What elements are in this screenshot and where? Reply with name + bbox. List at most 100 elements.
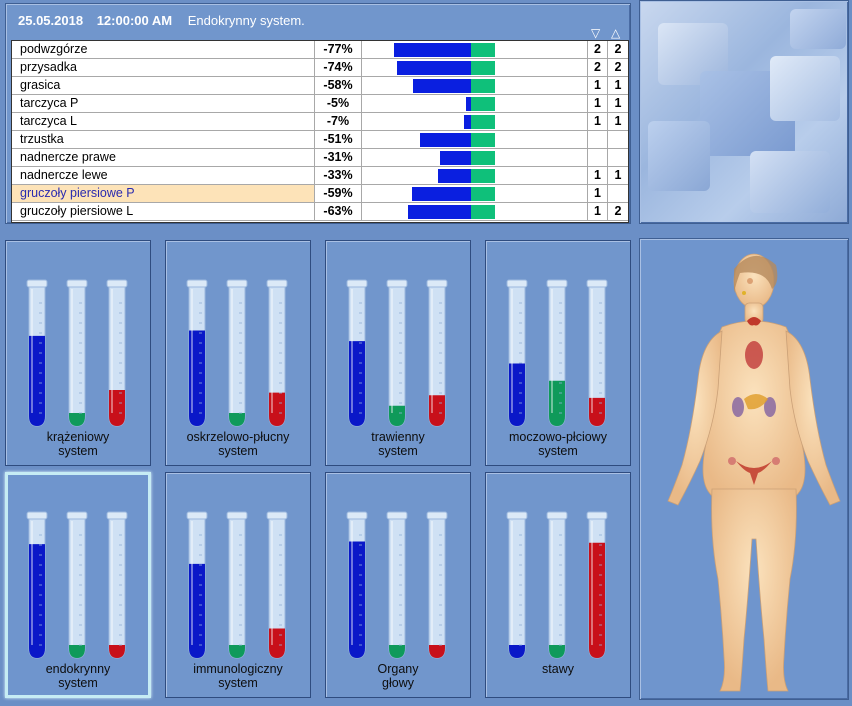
organ-bar [362, 131, 588, 148]
body-figure-panel [639, 238, 849, 700]
system-title: Endokrynny system. [187, 13, 305, 28]
system-panel[interactable]: stawy [485, 472, 631, 698]
blue-fluid [509, 363, 525, 426]
red-fluid [429, 645, 445, 658]
blue-test-tube [26, 279, 48, 427]
green-fluid [389, 645, 405, 658]
system-label-line2: system [378, 444, 418, 458]
red-test-tube [266, 279, 288, 427]
organ-percent: -63% [315, 203, 362, 220]
system-label-line1: immunologiczny [193, 662, 283, 676]
positive-bar [471, 169, 495, 183]
system-label: endokrynny system [8, 662, 148, 690]
negative-bar [466, 97, 471, 111]
organ-percent: -77% [315, 41, 362, 58]
system-panel[interactable]: trawienny system [325, 240, 471, 466]
system-label-line1: endokrynny [45, 662, 111, 676]
green-test-tube [66, 279, 88, 427]
organ-name: tarczyca P [12, 95, 315, 112]
system-label-line2: system [218, 676, 258, 690]
increase-count: 1 [614, 78, 622, 92]
increase-count: 2 [614, 204, 622, 218]
organ-row[interactable]: tarczyca L -7% 1 1 [12, 113, 628, 131]
positive-bar [471, 133, 495, 147]
red-fluid [269, 628, 285, 658]
decrease-column-header[interactable]: ▽ [591, 26, 601, 40]
organ-table: podwzgórze -77% 2 2 przysadka -74% 2 2 grasica -5… [11, 40, 629, 223]
green-fluid [229, 413, 245, 426]
blue-fluid [349, 541, 365, 658]
red-test-tube [426, 511, 448, 659]
system-label-line1: Organy [377, 662, 419, 676]
increase-count: 1 [614, 168, 622, 182]
green-test-tube [546, 279, 568, 427]
organ-row[interactable]: trzustka -51% [12, 131, 628, 149]
organ-row[interactable]: gruczoły piersiowe L -63% 1 2 [12, 203, 628, 221]
increase-count [608, 131, 628, 148]
positive-bar [471, 187, 495, 201]
organ-name: tarczyca L [12, 113, 315, 130]
female-body-anatomy-icon[interactable] [640, 239, 850, 701]
system-label-line1: stawy [542, 662, 574, 676]
system-panel[interactable]: moczowo-płciowy system [485, 240, 631, 466]
green-test-tube [226, 279, 248, 427]
blue-test-tube [186, 511, 208, 659]
organ-row[interactable]: przysadka -74% 2 2 [12, 59, 628, 77]
organ-row[interactable]: podwzgórze -77% 2 2 [12, 41, 628, 59]
increase-count [608, 149, 628, 166]
green-test-tube [546, 511, 568, 659]
system-label: oskrzelowo-płucny system [166, 430, 310, 458]
organ-bar [362, 113, 588, 130]
decrease-count: 2 [588, 41, 608, 58]
green-test-tube [226, 511, 248, 659]
system-label: Organy głowy [326, 662, 470, 690]
organ-row[interactable]: nadnercze prawe -31% [12, 149, 628, 167]
positive-bar [471, 151, 495, 165]
negative-bar [420, 133, 471, 147]
red-test-tube [426, 279, 448, 427]
increase-count [608, 185, 628, 202]
increase-count: 1 [614, 96, 622, 110]
positive-bar [471, 97, 495, 111]
positive-bar [471, 205, 495, 219]
blue-test-tube [506, 511, 528, 659]
positive-bar [471, 79, 495, 93]
red-fluid [269, 392, 285, 426]
organ-row[interactable]: nadnercze lewe -33% 1 1 [12, 167, 628, 185]
organ-bar [362, 203, 588, 220]
organ-name: gruczoły piersiowe L [12, 203, 315, 220]
blue-fluid [29, 335, 45, 426]
decrease-count [588, 149, 608, 166]
positive-bar [471, 43, 495, 57]
system-panel[interactable]: immunologiczny system [165, 472, 311, 698]
red-fluid [589, 542, 605, 658]
organ-percent: -59% [315, 185, 362, 202]
organ-bar [362, 167, 588, 184]
organ-bar [362, 95, 588, 112]
green-fluid [69, 645, 85, 658]
red-fluid [109, 645, 125, 658]
decrease-count: 1 [588, 95, 608, 112]
increase-count: 1 [614, 114, 622, 128]
organ-row[interactable]: tarczyca P -5% 1 1 [12, 95, 628, 113]
system-panel[interactable]: oskrzelowo-płucny system [165, 240, 311, 466]
system-panel[interactable]: Organy głowy [325, 472, 471, 698]
green-fluid [549, 380, 565, 426]
blue-fluid [29, 544, 45, 658]
negative-bar [412, 187, 471, 201]
red-fluid [109, 389, 125, 426]
organ-row[interactable]: grasica -58% 1 1 [12, 77, 628, 95]
system-panel[interactable]: krążeniowy system [5, 240, 151, 466]
system-panel[interactable]: endokrynny system [5, 472, 151, 698]
green-fluid [549, 645, 565, 658]
red-test-tube [586, 279, 608, 427]
increase-column-header[interactable]: △ [611, 26, 621, 40]
organ-row[interactable]: gruczoły piersiowe P -59% 1 [12, 185, 628, 203]
organ-bar [362, 149, 588, 166]
red-fluid [589, 397, 605, 426]
system-label-line2: system [58, 444, 98, 458]
organ-percent: -51% [315, 131, 362, 148]
system-label-line2: system [218, 444, 258, 458]
red-test-tube [106, 279, 128, 427]
organ-percent: -5% [315, 95, 362, 112]
